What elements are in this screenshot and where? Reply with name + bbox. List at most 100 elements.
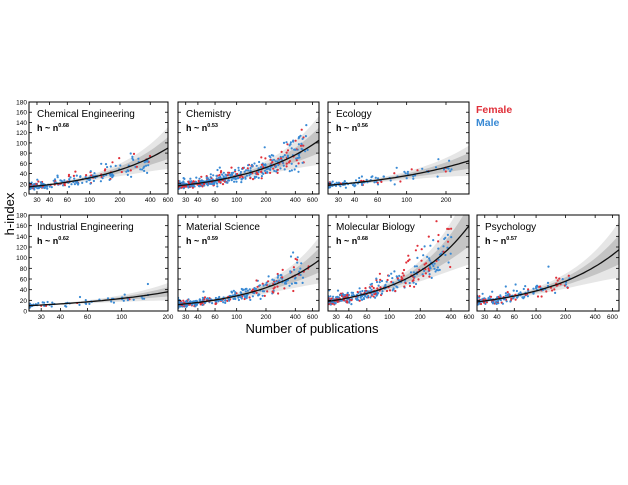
- male-point: [212, 181, 215, 185]
- male-point: [254, 287, 257, 291]
- male-point: [298, 156, 301, 159]
- male-point: [406, 170, 409, 173]
- female-point: [260, 177, 263, 180]
- male-point: [70, 183, 73, 186]
- male-point: [247, 164, 250, 167]
- female-point: [372, 286, 375, 290]
- male-point: [233, 297, 236, 300]
- male-point: [294, 281, 297, 285]
- male-point: [434, 270, 437, 273]
- female-point: [416, 169, 419, 172]
- male-point: [56, 174, 59, 177]
- male-point: [343, 180, 346, 183]
- male-point: [375, 294, 378, 297]
- male-point: [41, 301, 44, 304]
- female-point: [191, 186, 194, 189]
- female-point: [283, 287, 286, 290]
- female-point: [294, 257, 297, 260]
- male-point: [281, 155, 285, 158]
- male-point: [245, 287, 248, 290]
- female-point: [203, 298, 206, 301]
- x-tick-label: 200: [115, 197, 126, 204]
- female-point: [364, 287, 367, 290]
- y-tick-label: 180: [16, 100, 27, 107]
- x-tick-label: 200: [560, 314, 571, 321]
- male-point: [240, 181, 243, 184]
- male-point: [339, 185, 342, 188]
- male-point: [449, 252, 452, 255]
- panel-exponent: h ~ n0.57: [485, 236, 517, 246]
- male-point: [374, 176, 377, 179]
- female-point: [90, 174, 93, 177]
- x-tick-label: 60: [64, 197, 72, 204]
- male-point: [106, 297, 110, 300]
- male-point: [31, 184, 34, 187]
- female-point: [428, 275, 431, 278]
- male-point: [268, 155, 271, 158]
- male-point: [283, 282, 287, 285]
- male-point: [290, 147, 293, 150]
- male-point: [449, 170, 452, 173]
- female-point: [394, 289, 397, 293]
- male-point: [385, 280, 388, 283]
- male-point: [73, 183, 76, 186]
- female-point: [390, 280, 393, 283]
- male-point: [444, 253, 447, 257]
- male-point: [53, 178, 57, 181]
- female-point: [221, 183, 225, 186]
- female-point: [346, 293, 349, 296]
- female-point: [281, 276, 284, 279]
- male-point: [519, 291, 522, 294]
- male-point: [195, 303, 199, 306]
- y-tick-label: 140: [16, 234, 27, 241]
- male-point: [56, 176, 59, 179]
- male-point: [274, 165, 277, 169]
- panel-exponent: h ~ n0.53: [186, 123, 218, 133]
- panel-title: Chemistry: [186, 109, 231, 120]
- male-point: [230, 171, 233, 175]
- male-point: [75, 174, 78, 177]
- x-tick-label: 40: [194, 197, 202, 204]
- male-point: [389, 179, 392, 182]
- female-point: [401, 272, 404, 275]
- x-tick-label: 40: [46, 197, 54, 204]
- male-point: [288, 170, 291, 173]
- male-point: [359, 296, 362, 299]
- male-point: [29, 302, 32, 305]
- male-point: [358, 176, 361, 180]
- panel-material-science: 30 40 60 100 200 400 600 Material Science h ~ n0…: [177, 214, 320, 321]
- male-point: [296, 157, 299, 160]
- male-point: [231, 173, 234, 176]
- male-point: [273, 169, 276, 172]
- legend: Female Male: [476, 104, 512, 129]
- plot-frame: [476, 214, 620, 312]
- male-point: [143, 169, 146, 172]
- male-point: [267, 167, 270, 170]
- male-point: [278, 279, 281, 282]
- male-point: [412, 281, 415, 284]
- female-point: [260, 170, 263, 173]
- female-point: [424, 272, 427, 275]
- male-point: [408, 281, 411, 285]
- female-point: [295, 159, 298, 162]
- male-point: [209, 176, 212, 179]
- female-point: [280, 150, 283, 153]
- female-point: [292, 289, 295, 293]
- male-point: [428, 257, 431, 260]
- male-point: [554, 291, 557, 294]
- female-point: [260, 156, 263, 159]
- male-point: [446, 246, 449, 249]
- male-point: [412, 177, 415, 180]
- x-tick-label: 200: [163, 314, 174, 321]
- x-tick-label: 200: [261, 314, 272, 321]
- female-point: [527, 288, 530, 291]
- x-tick-label: 400: [290, 314, 301, 321]
- female-point: [553, 288, 556, 291]
- male-point: [146, 282, 149, 286]
- y-axis-title: h-index: [2, 192, 17, 235]
- x-tick-label: 40: [194, 314, 202, 321]
- male-point: [93, 172, 96, 175]
- male-point: [350, 303, 353, 306]
- male-point: [126, 173, 129, 176]
- male-point: [282, 164, 285, 167]
